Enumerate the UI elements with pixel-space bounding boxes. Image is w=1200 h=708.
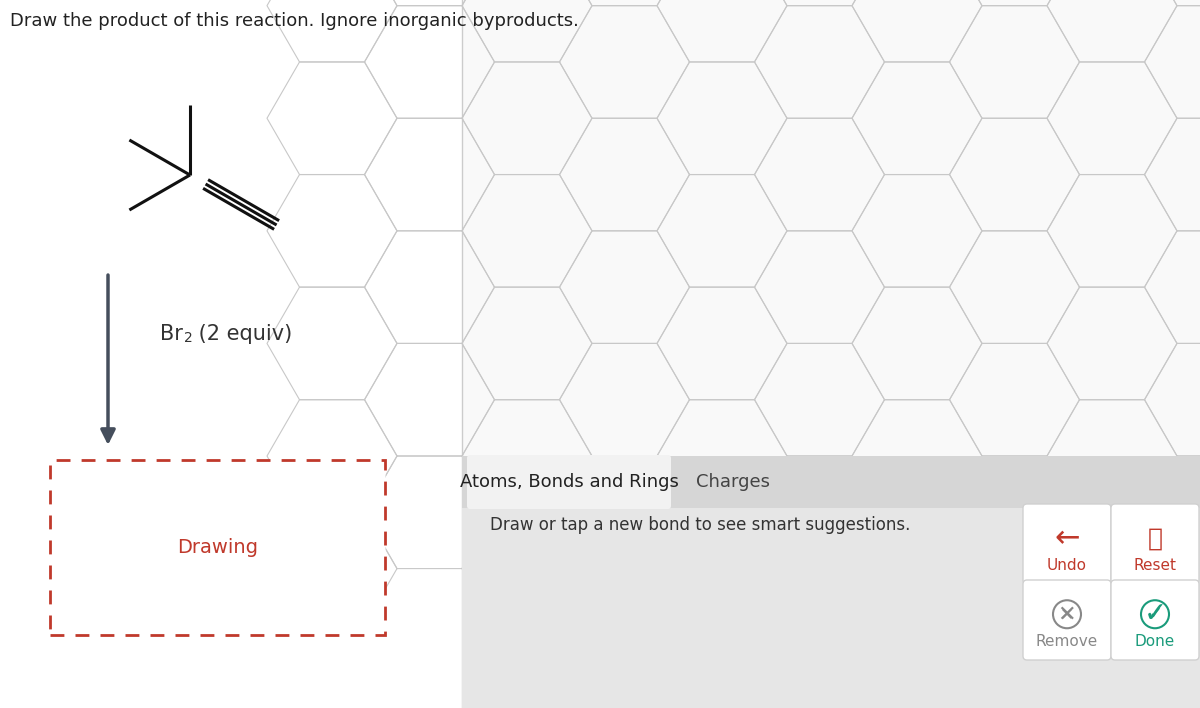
Text: Done: Done bbox=[1135, 634, 1175, 649]
FancyBboxPatch shape bbox=[467, 455, 671, 509]
Text: Br: Br bbox=[160, 324, 182, 344]
Text: 🗑: 🗑 bbox=[1147, 526, 1163, 550]
Text: Charges: Charges bbox=[696, 473, 770, 491]
Text: 2: 2 bbox=[184, 331, 193, 345]
Text: (2 equiv): (2 equiv) bbox=[192, 324, 293, 344]
Text: ✕: ✕ bbox=[1060, 605, 1074, 623]
Text: ←: ← bbox=[1055, 524, 1080, 553]
FancyBboxPatch shape bbox=[1022, 580, 1111, 660]
FancyBboxPatch shape bbox=[1022, 504, 1111, 584]
Bar bbox=[462, 0, 1200, 456]
Text: ✓: ✓ bbox=[1148, 605, 1162, 623]
FancyBboxPatch shape bbox=[50, 460, 385, 635]
FancyBboxPatch shape bbox=[1111, 580, 1199, 660]
Text: ✕: ✕ bbox=[1057, 604, 1076, 624]
Text: Draw or tap a new bond to see smart suggestions.: Draw or tap a new bond to see smart sugg… bbox=[490, 516, 911, 534]
Bar bbox=[462, 456, 1200, 708]
Bar bbox=[462, 456, 1200, 508]
Text: Drawing: Drawing bbox=[178, 538, 258, 557]
FancyBboxPatch shape bbox=[1111, 504, 1199, 584]
Text: ✓: ✓ bbox=[1144, 600, 1166, 628]
Text: Draw the product of this reaction. Ignore inorganic byproducts.: Draw the product of this reaction. Ignor… bbox=[10, 12, 578, 30]
Text: Remove: Remove bbox=[1036, 634, 1098, 649]
Text: Undo: Undo bbox=[1046, 558, 1087, 573]
Text: Reset: Reset bbox=[1134, 558, 1176, 573]
Text: Atoms, Bonds and Rings: Atoms, Bonds and Rings bbox=[460, 473, 678, 491]
